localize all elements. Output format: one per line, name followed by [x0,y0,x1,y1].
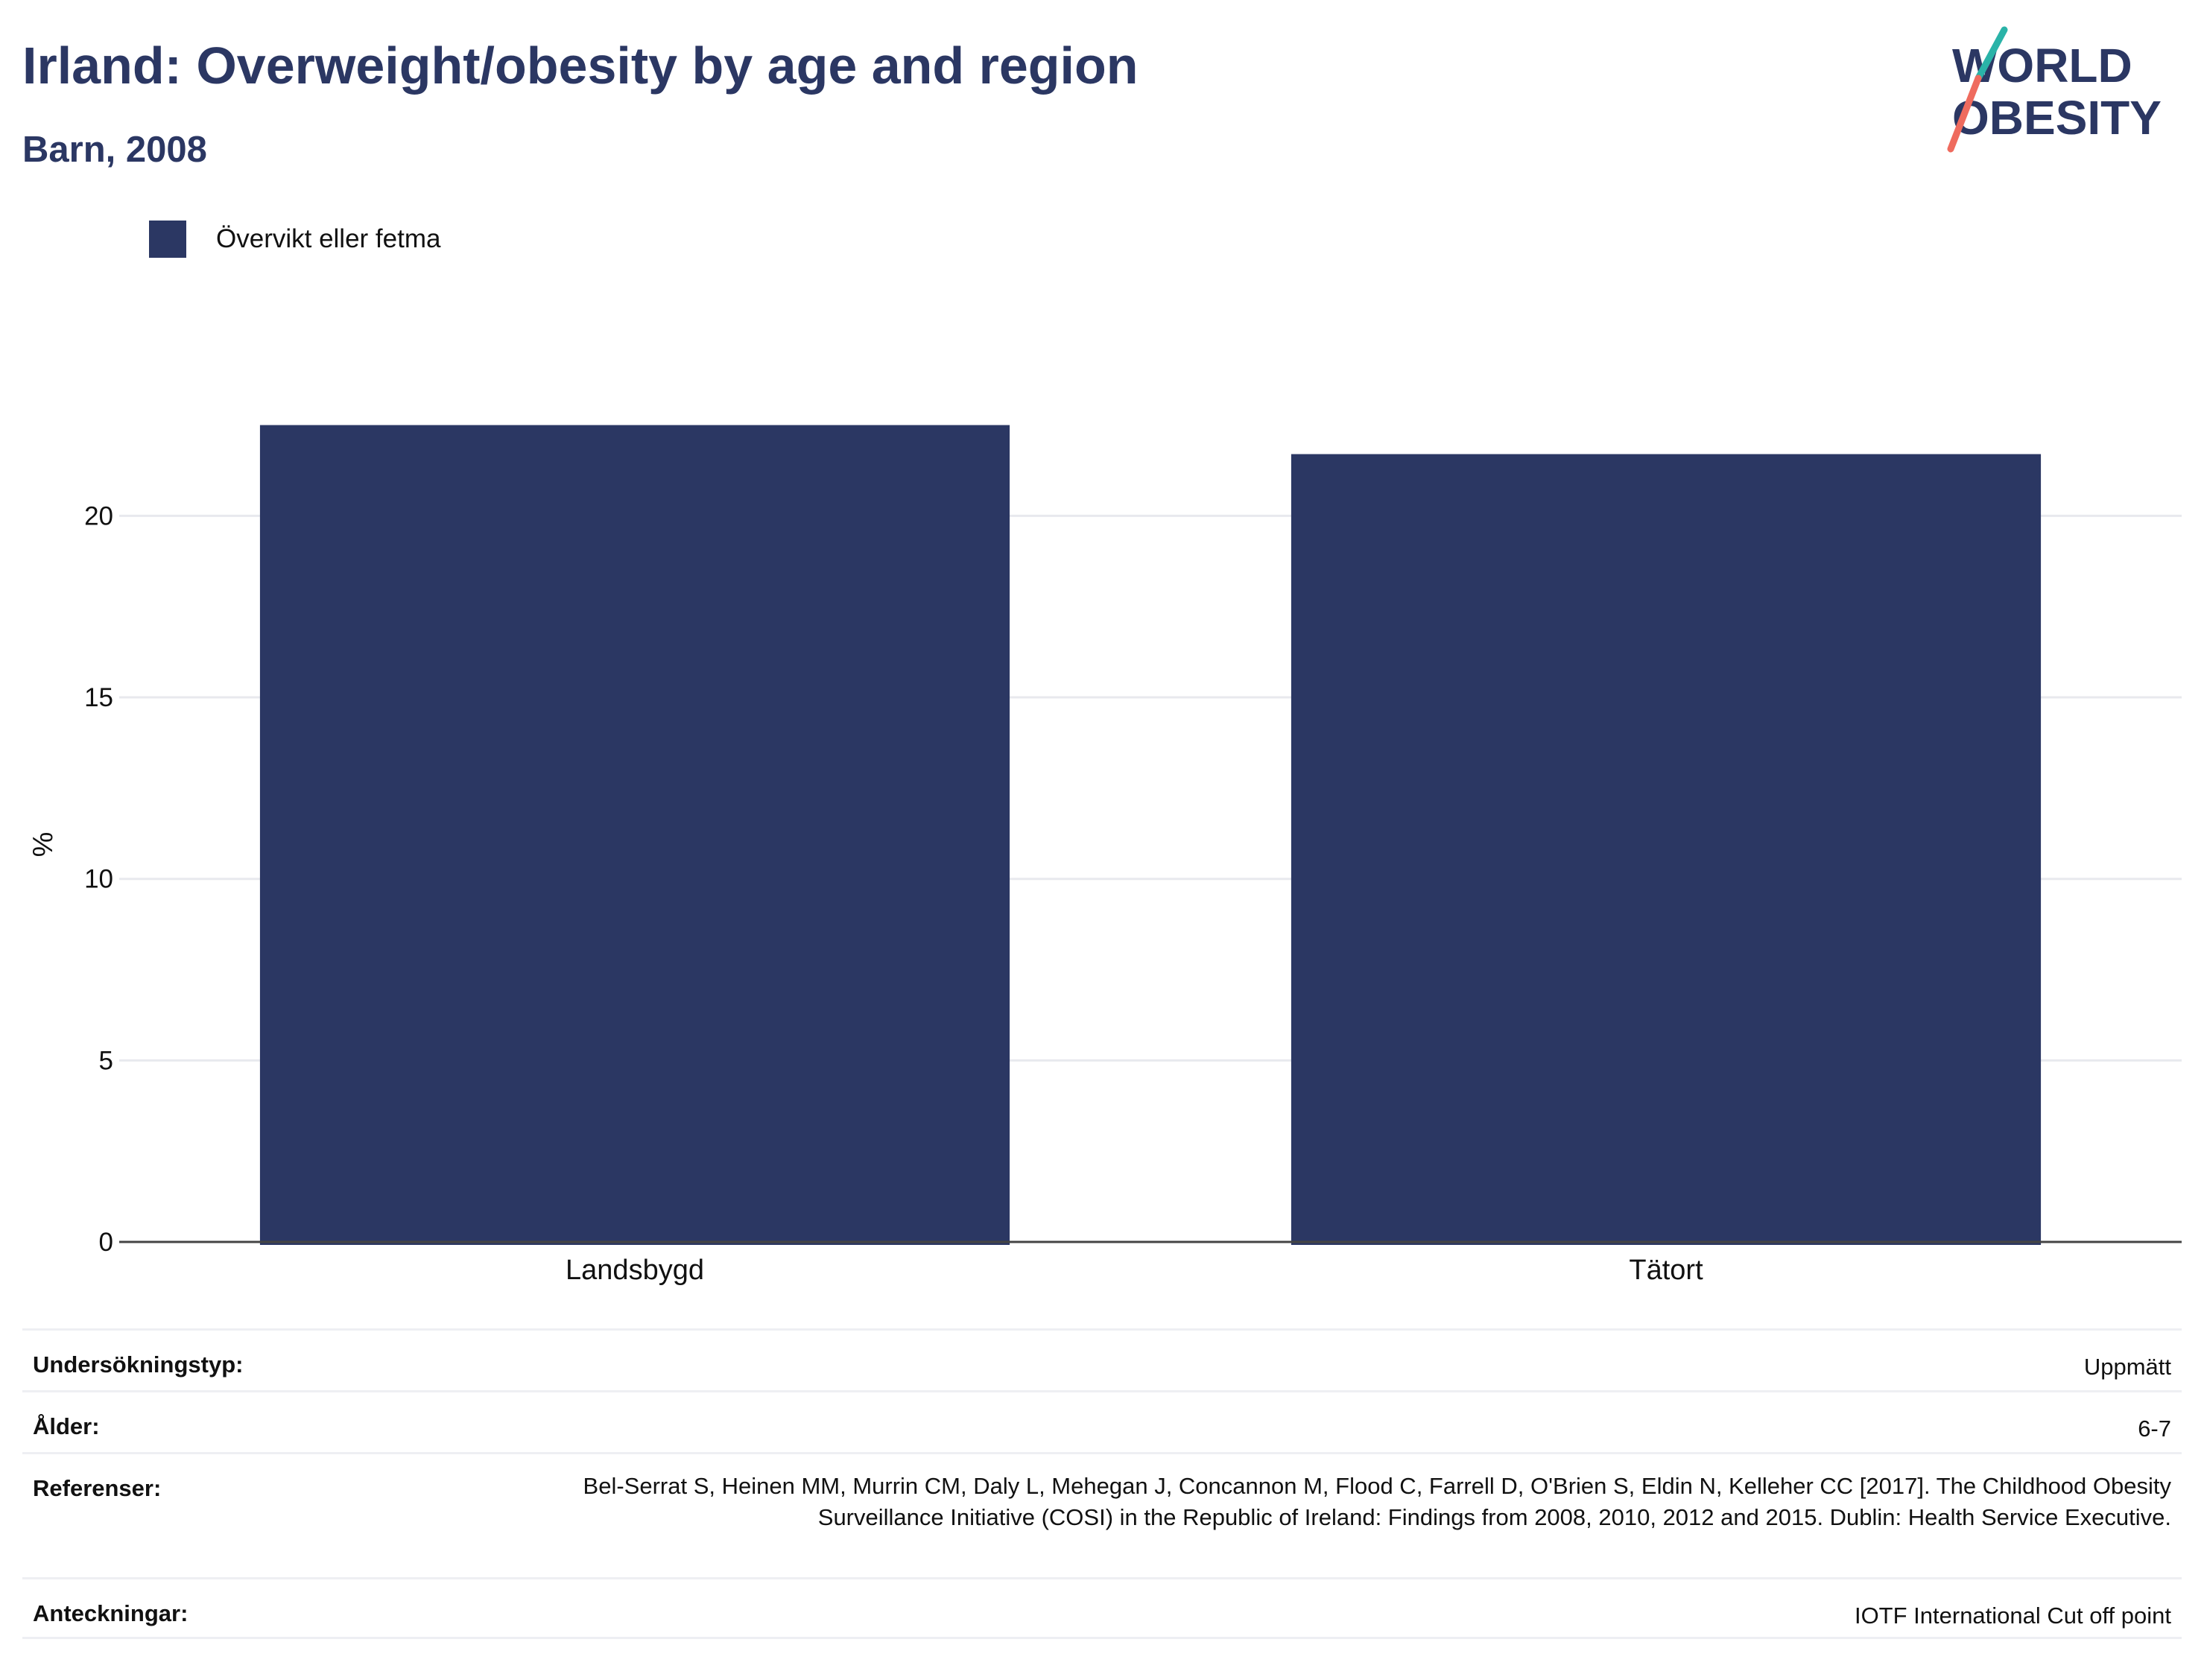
bar [1291,454,2042,1246]
svg-text:OBESITY: OBESITY [1952,91,2162,145]
info-value: Bel-Serrat S, Heinen MM, Murrin CM, Daly… [583,1473,2171,1530]
info-value: IOTF International Cut off point [1854,1603,2171,1629]
bar [259,425,1010,1246]
info-table: Undersökningstyp: Uppmätt Ålder: 6-7 Ref… [22,1328,2182,1639]
bar-chart: 0 5 10 15 20% Landsbygd Tätort [28,425,2182,1286]
y-tick-label: 15 [84,683,113,712]
info-value: 6-7 [2138,1416,2171,1442]
y-axis-title: % [28,832,59,858]
info-row-notes: Anteckningar: IOTF International Cut off… [22,1577,2182,1639]
world-obesity-logo: WORLD OBESITY [1947,26,2162,153]
legend-swatch [149,221,186,258]
info-value: Uppmätt [2083,1354,2171,1380]
info-row-age: Ålder: 6-7 [22,1390,2182,1452]
info-label: Anteckningar: [33,1600,189,1626]
info-row-references: Referenser: Bel-Serrat S, Heinen MM, Mur… [22,1452,2182,1577]
info-label: Undersökningstyp: [33,1351,244,1378]
y-tick-label: 20 [84,501,113,530]
chart-legend: Övervikt eller fetma [149,221,440,258]
x-tick-label: Tätort [1629,1255,1703,1286]
x-tick-label: Landsbygd [566,1255,704,1286]
y-tick-label: 10 [84,865,113,894]
info-label: Referenser: [33,1475,162,1501]
y-tick-label: 0 [99,1228,113,1257]
legend-label: Övervikt eller fetma [216,224,441,253]
info-row-survey-type: Undersökningstyp: Uppmätt [22,1328,2182,1390]
page-subtitle: Barn, 2008 [22,130,207,170]
info-label: Ålder: [33,1413,100,1439]
page-title: Irland: Overweight/obesity by age and re… [22,37,1139,95]
y-tick-label: 5 [99,1046,113,1075]
